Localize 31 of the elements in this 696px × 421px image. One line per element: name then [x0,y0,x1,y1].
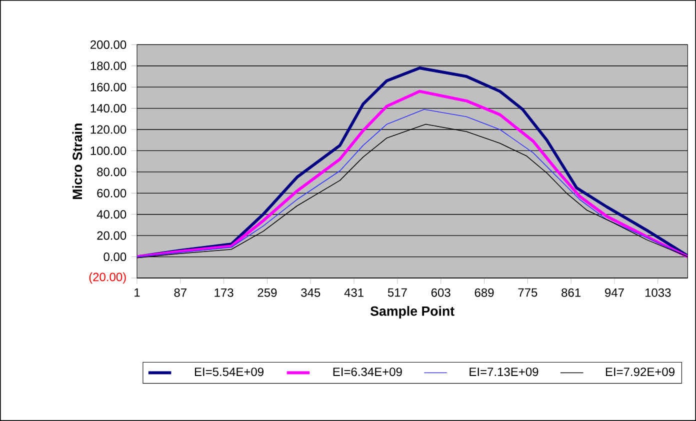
x-tick-label: 1033 [645,288,671,297]
y-tick-label: 120.00 [90,125,126,134]
y-tick-label: (20.00) [89,272,126,284]
x-tick-label: 775 [518,288,538,297]
x-axis-title: Sample Point [370,306,454,318]
legend-label: EI=7.13E+09 [470,368,538,376]
legend-label: EI=6.34E+09 [333,368,402,376]
y-tick-label: 100.00 [90,146,126,155]
x-tick-label: 431 [344,288,364,297]
y-axis-title: Micro Strain [72,124,82,199]
y-tick-label: 0.00 [104,252,126,262]
y-tick-label: 200.00 [90,40,126,49]
legend-label: EI=5.54E+09 [194,368,264,376]
x-tick-label: 861 [562,288,580,297]
y-tick-label: 160.00 [90,82,126,92]
x-tick-label: 689 [474,288,494,297]
y-tick-label: 60.00 [97,188,126,198]
y-tick-label: 140.00 [90,104,126,113]
x-tick-label: 947 [605,288,624,297]
legend-label: EI=7.92E+09 [606,368,674,376]
y-tick-label: 180.00 [90,62,126,70]
y-tick-label: 40.00 [96,210,126,219]
y-tick-label: 80.00 [97,168,126,176]
x-tick-label: 259 [258,288,277,297]
x-tick-label: 173 [214,288,234,297]
x-tick-label: 1 [134,288,140,297]
x-tick-label: 517 [388,288,407,297]
x-tick-label: 603 [431,288,450,297]
x-tick-label: 87 [174,288,186,297]
y-tick-label: 20.00 [97,231,126,240]
x-tick-label: 345 [301,288,320,297]
